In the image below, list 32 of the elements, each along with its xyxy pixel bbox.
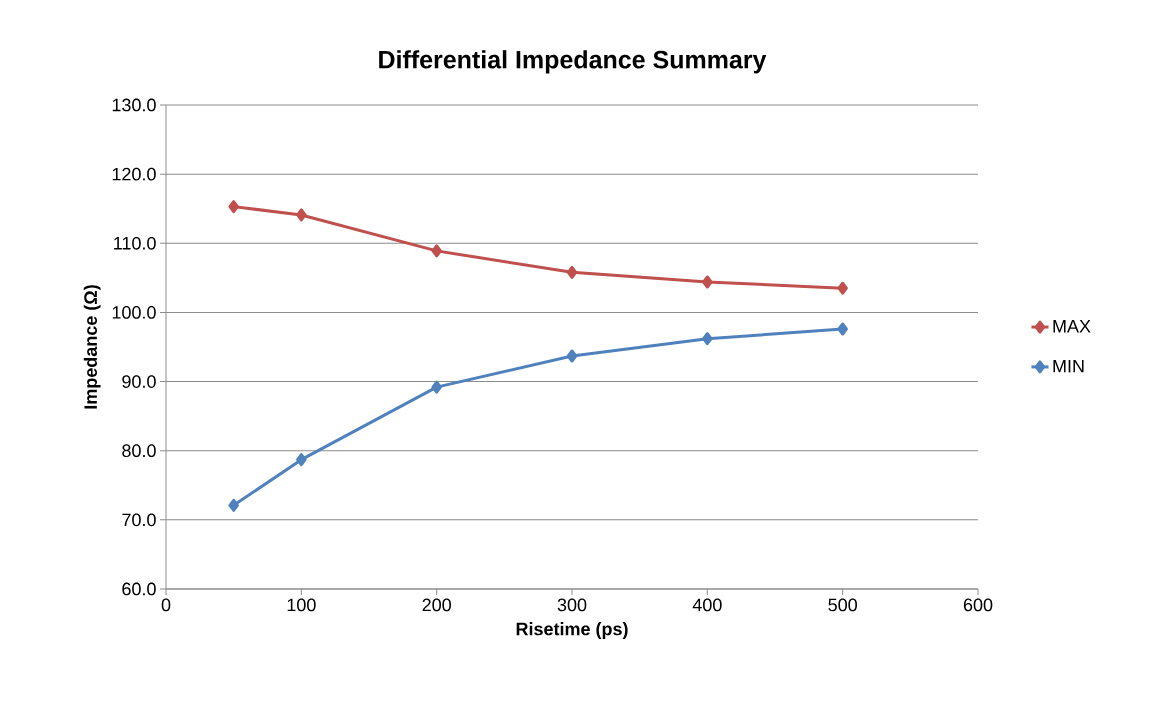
x-axis-title: Risetime (ps): [516, 622, 628, 639]
point: [431, 244, 442, 258]
point: [702, 332, 713, 346]
point: [566, 349, 578, 363]
y-axis-title: Impedance (Ω): [83, 285, 101, 409]
point: [228, 200, 239, 214]
point: [837, 281, 848, 295]
point: [228, 498, 239, 512]
y-tick-label: 110.0: [114, 236, 156, 250]
y-tick-label: 90.0: [122, 375, 156, 388]
point: [702, 275, 713, 289]
y-tick-label: 100.0: [112, 306, 156, 319]
y-tick-label: 80.0: [122, 444, 156, 458]
x-tick-label: 0: [161, 598, 171, 612]
point: [837, 322, 848, 336]
point: [296, 208, 307, 222]
y-tick-label: 70.0: [122, 513, 156, 527]
legend-label: MIN: [1053, 359, 1084, 373]
x-tick-label: 400: [692, 598, 722, 612]
x-tick-label: 200: [422, 598, 451, 612]
x-tick-label: 500: [828, 598, 857, 612]
y-tick-label: 60.0: [122, 582, 156, 596]
x-tick-label: 100: [287, 598, 316, 612]
point: [566, 265, 578, 279]
y-tick-label: 120.0: [112, 167, 156, 181]
y-tick-label: 130.0: [112, 98, 156, 112]
point: [296, 453, 307, 467]
point: [431, 380, 442, 394]
x-tick-label: 600: [963, 598, 993, 612]
chart-title: Differential Impedance Summary: [379, 50, 767, 74]
legend-label: MAX: [1053, 320, 1091, 333]
x-tick-label: 300: [557, 598, 587, 612]
